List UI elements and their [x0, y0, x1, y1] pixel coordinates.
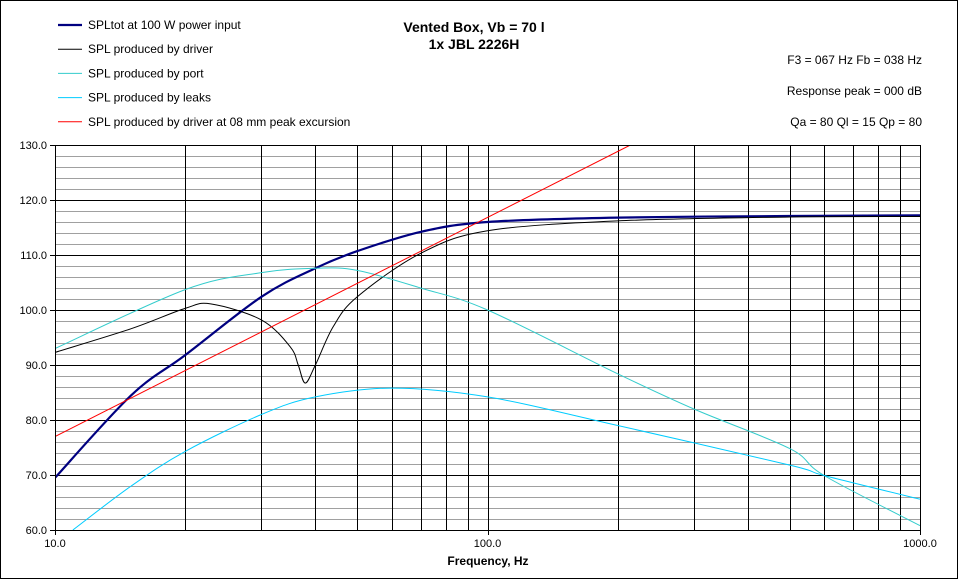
y-tick-label: 100.0 — [19, 305, 47, 317]
x-tick-label: 100.0 — [474, 538, 502, 550]
series-line-5 — [55, 145, 631, 437]
y-tick-label: 90.0 — [26, 360, 47, 372]
chart-title-line-1: Vented Box, Vb = 70 l — [403, 19, 544, 35]
y-tick-label: 130.0 — [19, 140, 47, 152]
legend-label: SPL produced by driver — [88, 42, 213, 56]
legend-label: SPLtot at 100 W power input — [88, 18, 241, 32]
y-tick-label: 120.0 — [19, 195, 47, 207]
info-f3-fb: F3 = 067 Hz Fb = 038 Hz — [787, 53, 922, 67]
legend-label: SPL produced by driver at 08 mm peak exc… — [88, 115, 350, 129]
y-tick-label: 60.0 — [26, 525, 47, 537]
x-axis: 10.0 100.0 1000.0 — [44, 530, 937, 550]
y-tick-label: 110.0 — [20, 250, 47, 262]
x-axis-label: Frequency, Hz — [447, 554, 528, 568]
series-line-4 — [72, 387, 920, 530]
legend-label: SPL produced by port — [88, 66, 204, 80]
series-line-2 — [55, 216, 920, 384]
series-line-1 — [55, 214, 920, 479]
curves — [55, 145, 920, 530]
y-tick-label: 80.0 — [26, 415, 47, 427]
legend-label: SPL produced by leaks — [88, 91, 211, 105]
y-tick-label: 70.0 — [26, 470, 47, 482]
chart-title-line-2: 1x JBL 2226H — [429, 36, 520, 52]
info-q-values: Qa = 80 Ql = 15 Qp = 80 — [790, 115, 922, 129]
info-response-peak: Response peak = 000 dB — [787, 84, 922, 98]
x-tick-label: 10.0 — [44, 538, 65, 550]
x-tick-label: 1000.0 — [903, 538, 937, 550]
y-axis: 60.0 70.0 80.0 90.0 100.0 110.0 120.0 130.0 — [19, 140, 55, 537]
legend: SPLtot at 100 W power input SPL produced … — [58, 18, 350, 129]
series-line-3 — [55, 267, 920, 527]
